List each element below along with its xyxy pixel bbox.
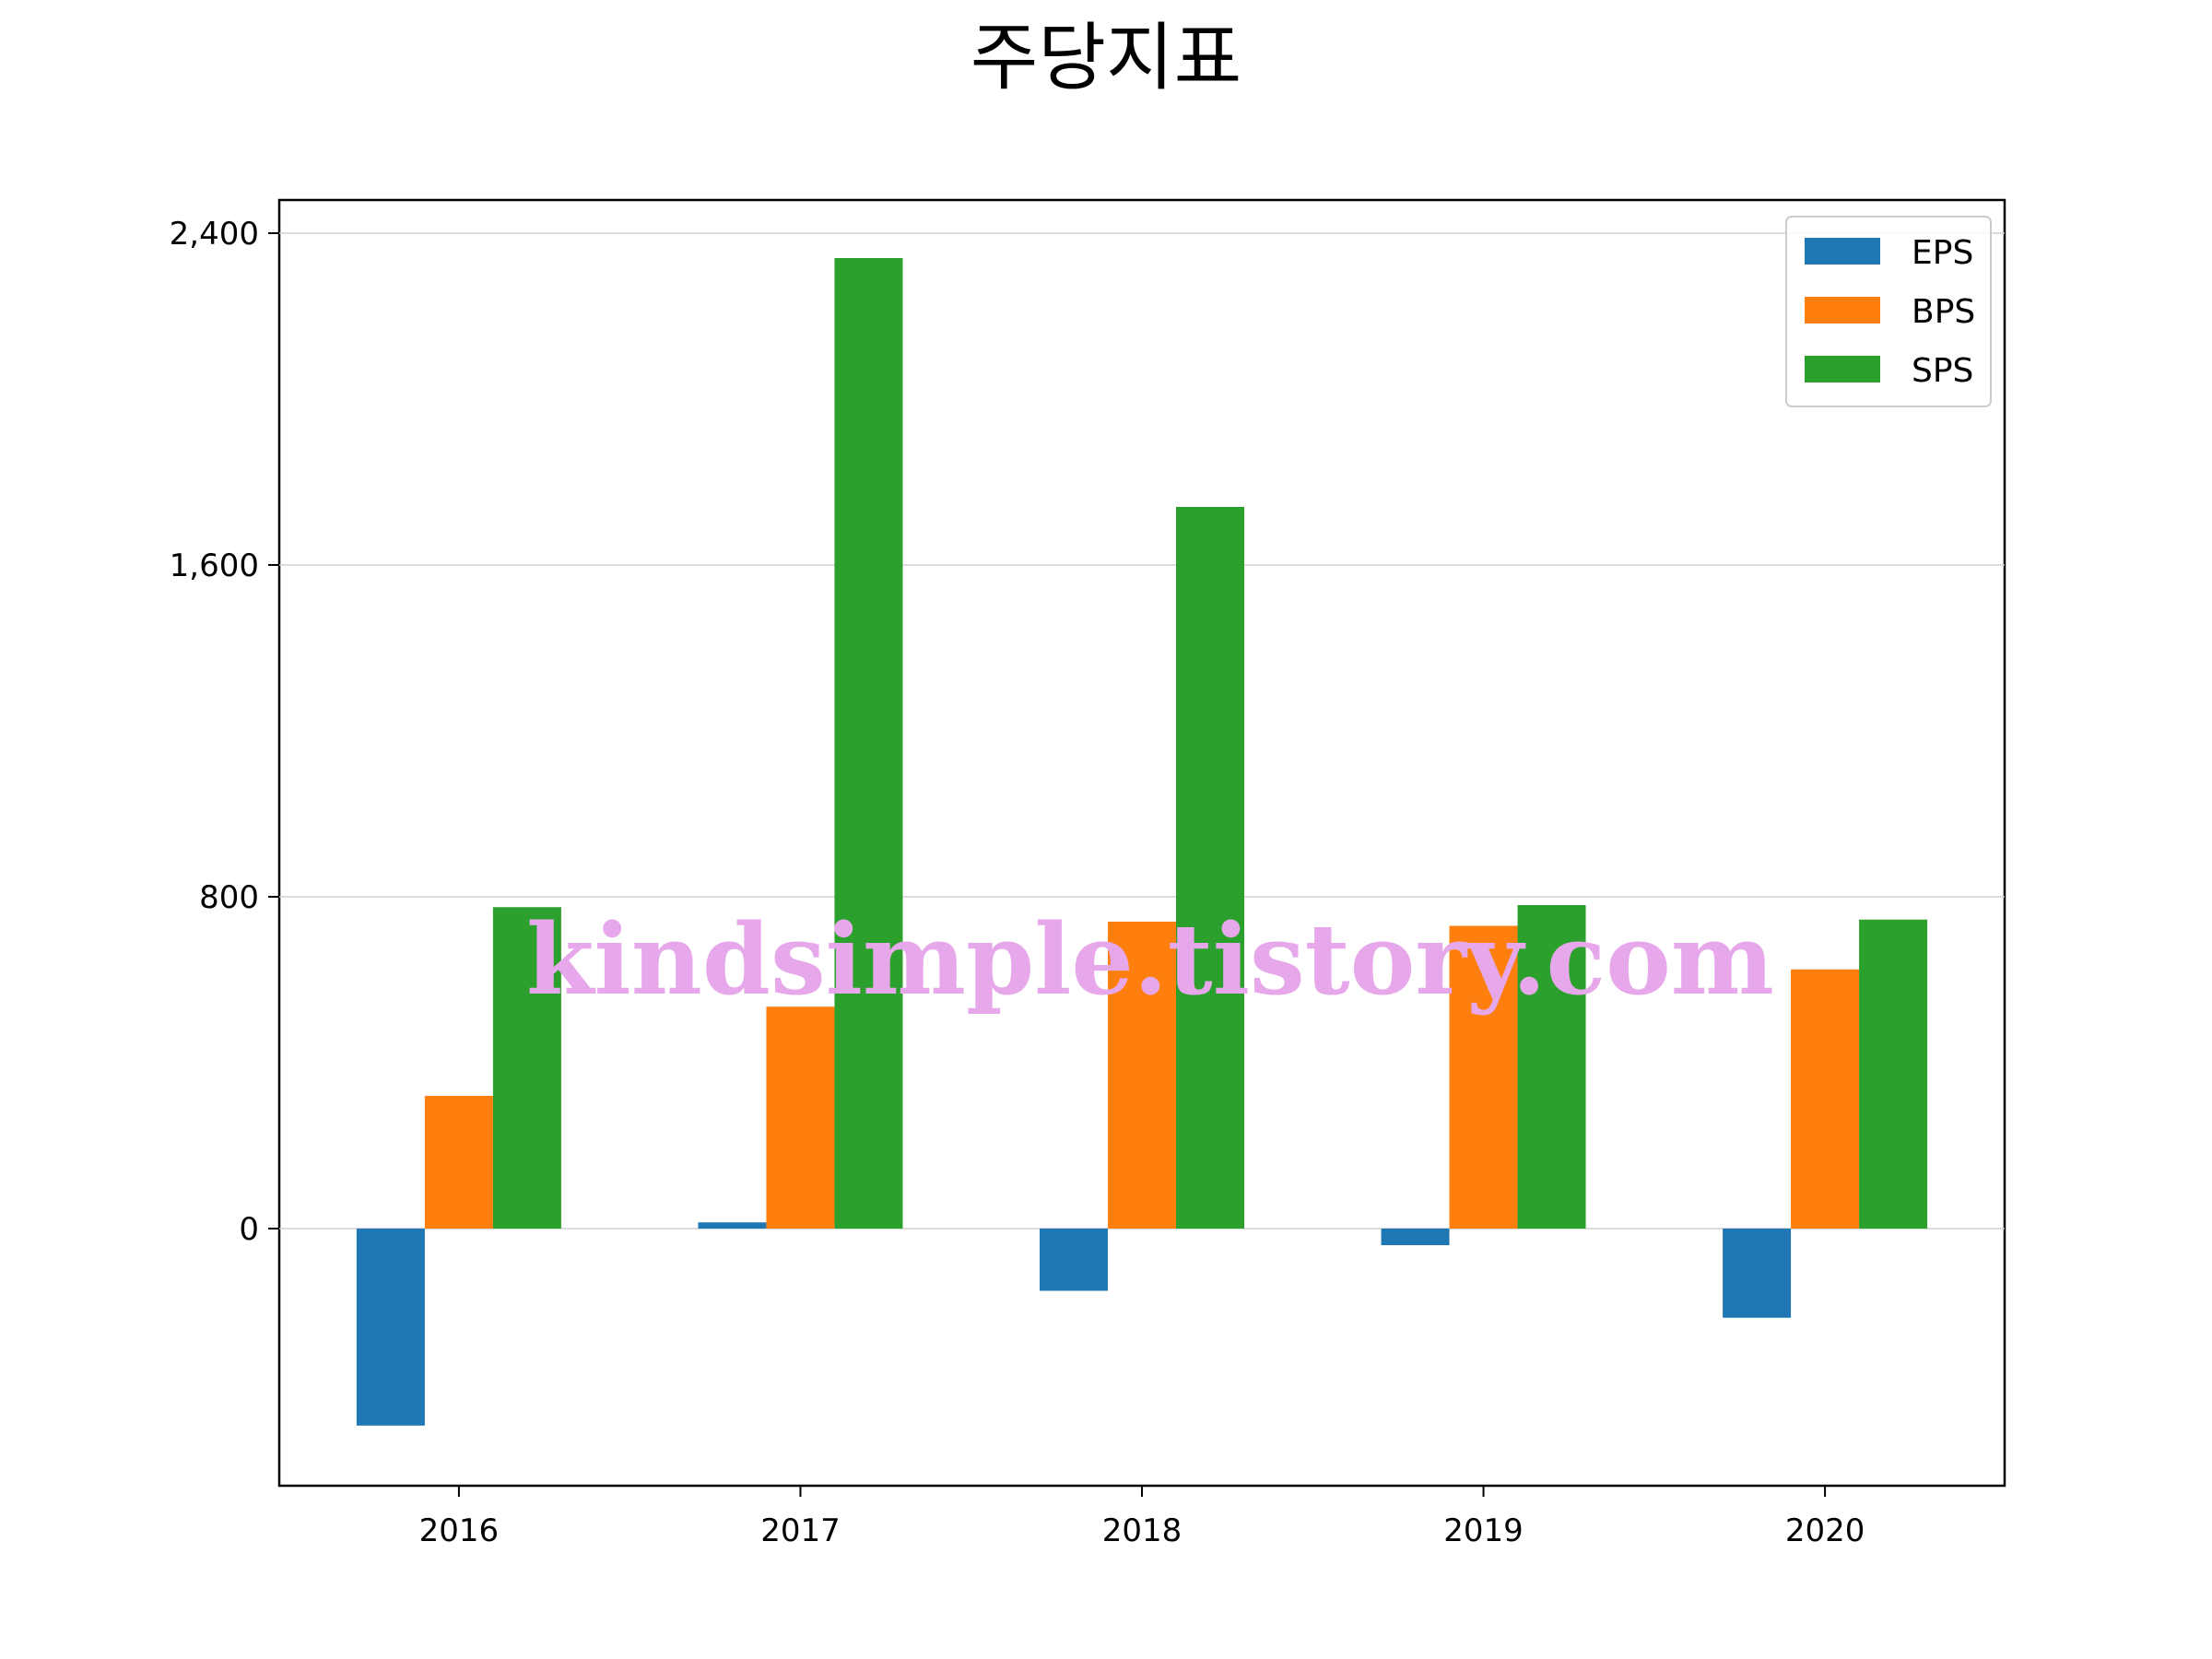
watermark: kindsimple.tistory.com <box>526 901 1774 1017</box>
bars <box>356 258 1928 1426</box>
bar-sps-2020 <box>1859 919 1928 1229</box>
legend-label-eps: EPS <box>1912 234 1973 272</box>
y-tick-label: 1,600 <box>170 547 259 584</box>
x-tick-label: 2018 <box>1102 1512 1182 1549</box>
legend-swatch-sps <box>1805 356 1880 382</box>
bar-eps-2018 <box>1040 1229 1108 1291</box>
legend-label-bps: BPS <box>1912 293 1975 331</box>
bar-bps-2017 <box>766 1006 835 1229</box>
legend: EPS BPS SPS <box>1785 216 1992 407</box>
legend-swatch-eps <box>1805 238 1880 265</box>
bar-bps-2020 <box>1791 969 1860 1229</box>
y-tick-label: 0 <box>239 1211 259 1248</box>
y-tick-label: 800 <box>199 879 259 916</box>
x-axis: 2016 2017 2018 2019 2020 <box>419 1486 1865 1549</box>
bar-bps-2018 <box>1108 922 1176 1229</box>
bar-sps-2018 <box>1176 507 1244 1229</box>
x-tick-label: 2016 <box>419 1512 500 1549</box>
bar-eps-2019 <box>1381 1229 1450 1245</box>
bar-sps-2016 <box>492 907 561 1229</box>
chart-title: 주당지표 <box>971 15 1241 100</box>
y-tick-label: 2,400 <box>170 216 259 253</box>
bar-sps-2019 <box>1517 905 1586 1229</box>
x-tick-label: 2020 <box>1785 1512 1865 1549</box>
x-tick-label: 2019 <box>1443 1512 1524 1549</box>
bar-eps-2020 <box>1723 1229 1792 1318</box>
bar-eps-2017 <box>698 1222 767 1229</box>
legend-swatch-bps <box>1805 297 1880 324</box>
bar-eps-2016 <box>356 1229 425 1426</box>
bar-sps-2017 <box>834 258 903 1229</box>
bar-bps-2016 <box>424 1096 493 1229</box>
x-tick-label: 2017 <box>760 1512 841 1549</box>
legend-label-sps: SPS <box>1912 352 1973 390</box>
y-axis: 0 800 1,600 2,400 <box>170 216 279 1248</box>
bar-bps-2019 <box>1449 925 1518 1229</box>
